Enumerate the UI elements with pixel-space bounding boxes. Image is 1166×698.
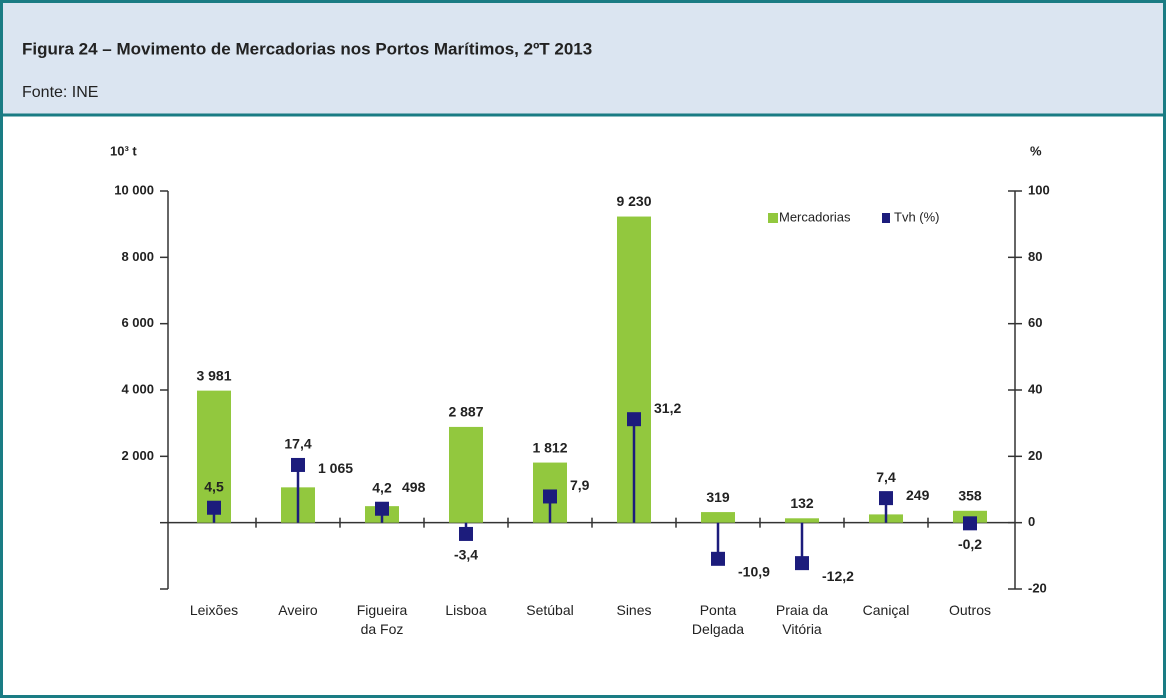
y-tick-label: 2 000 bbox=[121, 448, 154, 463]
y2-tick-label: 40 bbox=[1028, 381, 1042, 396]
legend-swatch bbox=[768, 213, 778, 223]
legend-label: Mercadorias bbox=[779, 209, 851, 224]
tvh-marker bbox=[375, 501, 389, 516]
x-tick-label: Sines bbox=[616, 602, 651, 618]
bar-value-label: 132 bbox=[790, 495, 814, 511]
bar-value-label: 3 981 bbox=[196, 367, 231, 383]
y2-tick-label: 80 bbox=[1028, 249, 1042, 264]
tvh-value-label: 31,2 bbox=[654, 400, 681, 416]
y2-tick-label: 0 bbox=[1028, 514, 1035, 529]
x-tick-label: Ponta Delgada bbox=[692, 602, 744, 637]
tvh-value-label: 4,2 bbox=[372, 479, 392, 495]
tvh-value-label: 7,9 bbox=[570, 477, 590, 493]
y-axis-label: 10³ t bbox=[110, 143, 137, 158]
tvh-marker bbox=[459, 526, 473, 541]
bar bbox=[449, 426, 483, 523]
x-tick-label: Figueira da Foz bbox=[357, 602, 408, 637]
tvh-marker bbox=[795, 556, 809, 571]
bar-value-label: 9 230 bbox=[616, 193, 651, 209]
x-tick-label: Outros bbox=[949, 602, 991, 618]
y-tick-label: 4 000 bbox=[121, 381, 154, 396]
bar bbox=[197, 390, 231, 523]
tvh-value-label: -0,2 bbox=[958, 536, 982, 552]
x-tick-label: Caniçal bbox=[863, 602, 910, 618]
bar-value-label: 1 065 bbox=[318, 460, 353, 476]
tvh-value-label: 4,5 bbox=[204, 478, 224, 494]
x-tick-label: Lisboa bbox=[445, 602, 486, 618]
y-tick-label: 8 000 bbox=[121, 249, 154, 264]
y2-axis-label: % bbox=[1030, 143, 1042, 158]
legend-box bbox=[752, 192, 964, 242]
y2-tick-label: 100 bbox=[1028, 182, 1050, 197]
bar-value-label: 1 812 bbox=[532, 439, 567, 455]
tvh-value-label: 17,4 bbox=[284, 436, 311, 452]
bar-value-label: 498 bbox=[402, 479, 426, 495]
bar-value-label: 319 bbox=[706, 489, 730, 505]
tvh-marker bbox=[711, 551, 725, 566]
tvh-value-label: -10,9 bbox=[738, 564, 770, 580]
x-tick-label: Leixões bbox=[190, 602, 238, 618]
source: Fonte: INE bbox=[22, 84, 98, 101]
x-tick-label: Praia da Vitória bbox=[776, 602, 828, 637]
bar bbox=[785, 518, 819, 523]
y-tick-label: 6 000 bbox=[121, 315, 154, 330]
bar-value-label: 2 887 bbox=[448, 404, 483, 420]
y2-tick-label: 60 bbox=[1028, 315, 1042, 330]
bar-value-label: 249 bbox=[906, 487, 930, 503]
bar bbox=[701, 512, 735, 523]
header-band bbox=[0, 0, 1166, 115]
tvh-marker bbox=[627, 412, 641, 427]
tvh-value-label: -3,4 bbox=[454, 547, 478, 563]
tvh-marker bbox=[207, 500, 221, 515]
tvh-marker bbox=[291, 457, 305, 472]
bar-value-label: 358 bbox=[958, 487, 982, 503]
legend-label: Tvh (%) bbox=[894, 209, 940, 224]
x-tick-label: Aveiro bbox=[278, 602, 318, 618]
figure-title: Figura 24 – Movimento de Mercadorias nos… bbox=[22, 39, 592, 58]
tvh-marker bbox=[543, 489, 557, 504]
legend-swatch bbox=[882, 213, 890, 223]
y2-tick-label: 20 bbox=[1028, 448, 1042, 463]
tvh-marker bbox=[963, 516, 977, 531]
x-tick-label: Setúbal bbox=[526, 602, 573, 618]
y-tick-label: 10 000 bbox=[114, 182, 154, 197]
tvh-value-label: -12,2 bbox=[822, 568, 854, 584]
tvh-marker bbox=[879, 491, 893, 506]
tvh-value-label: 7,4 bbox=[876, 469, 896, 485]
y2-tick-label: -20 bbox=[1028, 580, 1047, 595]
